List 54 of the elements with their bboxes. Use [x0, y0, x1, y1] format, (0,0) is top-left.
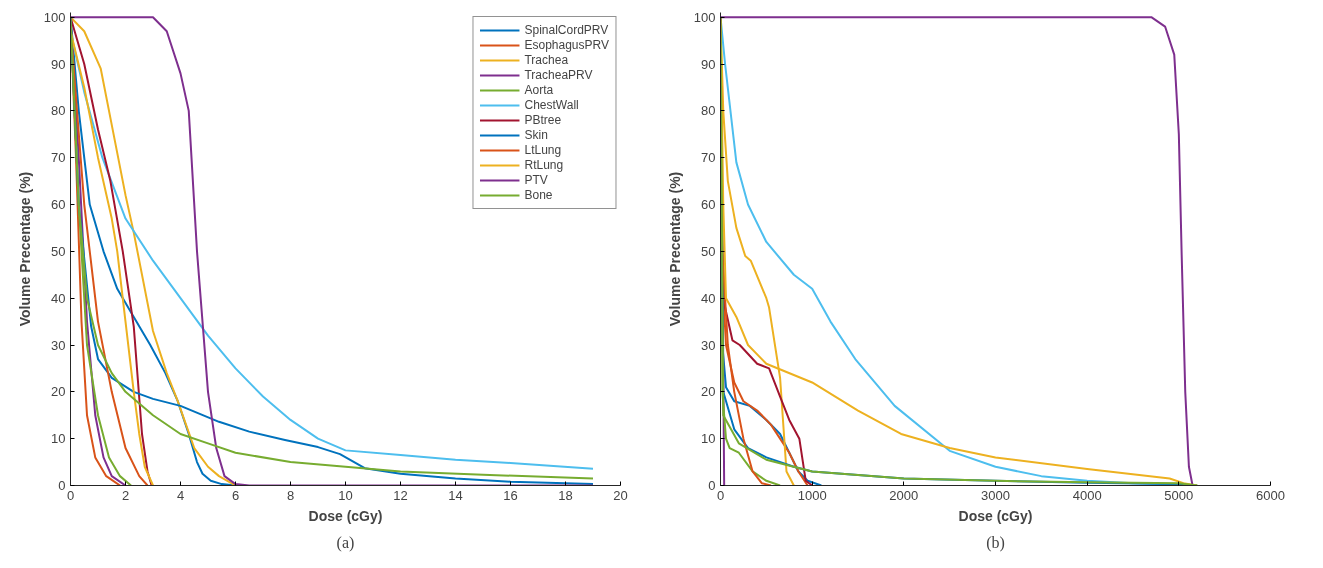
legend-label: Skin [524, 128, 548, 142]
text: (a) [336, 533, 355, 552]
x-tick-label: 4 [176, 487, 185, 503]
legend-label: ChestWall [524, 98, 579, 112]
y-tick-label: 100 [43, 9, 66, 25]
y-tick-label: 70 [701, 150, 716, 166]
x-tick-label: 8 [286, 487, 295, 503]
y-tick-label: 70 [51, 150, 66, 166]
y-tick-label: 50 [51, 243, 66, 259]
x-tick-label: 4000 [1072, 487, 1102, 503]
y-tick-label: 90 [701, 56, 716, 72]
legend-label: Trachea [524, 53, 569, 67]
y-tick-label: 100 [693, 9, 716, 25]
y-tick-label: 10 [701, 431, 716, 447]
legend-label: RtLung [524, 158, 564, 172]
legend-label: Aorta [524, 83, 554, 97]
legend-label: PTV [524, 173, 548, 187]
legend-label: LtLung [524, 143, 562, 157]
x-tick-label: 12 [393, 487, 408, 503]
x-tick-label: 3000 [981, 487, 1010, 503]
y-tick-label: 20 [51, 384, 66, 400]
y-tick-label: 20 [701, 384, 716, 400]
y-axis-title: Volume Precentage (%) [666, 171, 683, 327]
x-tick-label: 6000 [1256, 487, 1285, 503]
y-tick-label: 10 [51, 431, 66, 447]
x-tick-label: 10 [338, 487, 353, 503]
x-tick-label: 14 [448, 487, 463, 503]
y-tick-label: 60 [701, 197, 716, 213]
legend-label: Bone [524, 188, 553, 202]
y-tick-label: 30 [51, 337, 66, 353]
y-tick-label: 40 [701, 290, 716, 306]
x-tick-label: 16 [503, 487, 518, 503]
text: (b) [986, 533, 1005, 552]
y-tick-label: 90 [51, 56, 66, 72]
x-axis-title: Dose (cGy) [308, 507, 383, 524]
y-tick-label: 80 [51, 103, 66, 119]
legend-label: TracheaPRV [524, 68, 593, 82]
legend-label: SpinalCordPRV [524, 23, 609, 37]
y-tick-label: 40 [51, 290, 66, 306]
x-tick-label: 2 [121, 487, 130, 503]
x-tick-label: 5000 [1164, 487, 1194, 503]
y-tick-label: 60 [51, 197, 66, 213]
legend-label: PBtree [524, 113, 562, 127]
legend-label: EsophagusPRV [524, 38, 609, 52]
y-tick-label: 30 [701, 337, 716, 353]
x-tick-label: 20 [613, 487, 628, 503]
x-tick-label: 18 [558, 487, 573, 503]
y-axis-title: Volume Precentage (%) [16, 171, 33, 327]
x-axis-title: Dose (cGy) [958, 507, 1033, 524]
x-tick-label: 1000 [797, 487, 827, 503]
y-tick-label: 50 [701, 243, 716, 259]
x-tick-label: 2000 [889, 487, 919, 503]
y-tick-label: 80 [701, 103, 716, 119]
x-tick-label: 6 [231, 487, 240, 503]
